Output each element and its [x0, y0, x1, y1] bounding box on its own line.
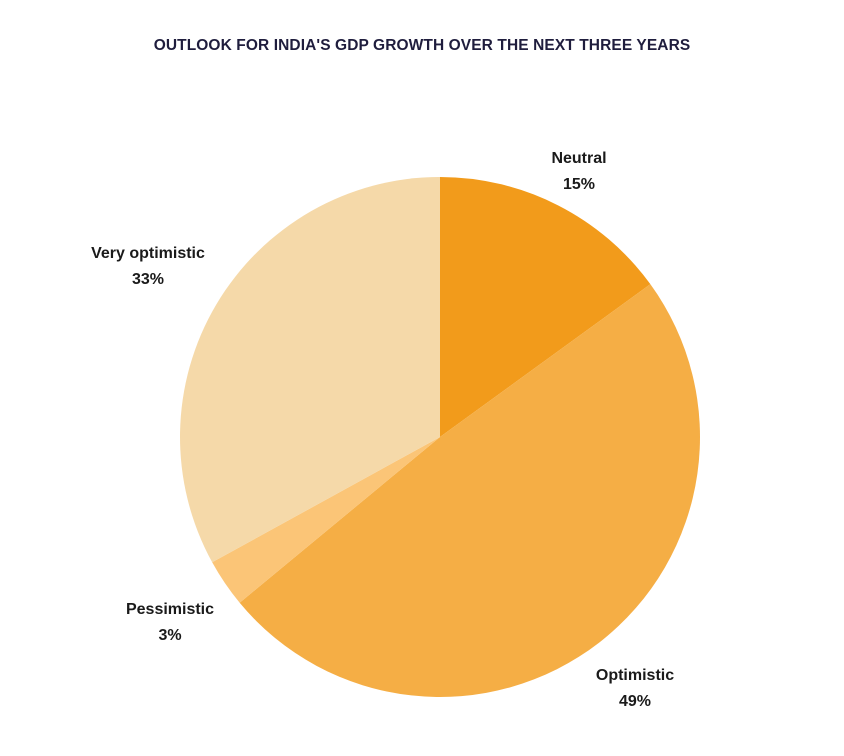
slice-label-neutral: Neutral: [551, 150, 606, 167]
slice-value-pessimistic: 3%: [158, 627, 181, 644]
pie-slice-pessimistic: [212, 437, 440, 603]
chart-title: OUTLOOK FOR INDIA'S GDP GROWTH OVER THE …: [153, 37, 691, 54]
slice-value-very-optimistic: 33%: [132, 271, 164, 288]
slice-label-pessimistic: Pessimistic: [126, 601, 214, 618]
slice-label-very-optimistic: Very optimistic: [91, 245, 205, 262]
pie-slice-neutral: [440, 177, 651, 437]
pie-slices: [179, 177, 700, 697]
pie-slice-optimistic: [239, 284, 700, 697]
pie-labels: Neutral 15% Optimistic 49% Pessimistic 3% Very…: [91, 150, 674, 710]
slice-value-optimistic: 49%: [619, 693, 651, 710]
pie-slice-very-optimistic: [179, 177, 441, 563]
slice-label-optimistic: Optimistic: [596, 667, 674, 684]
slice-value-neutral: 15%: [563, 176, 595, 193]
